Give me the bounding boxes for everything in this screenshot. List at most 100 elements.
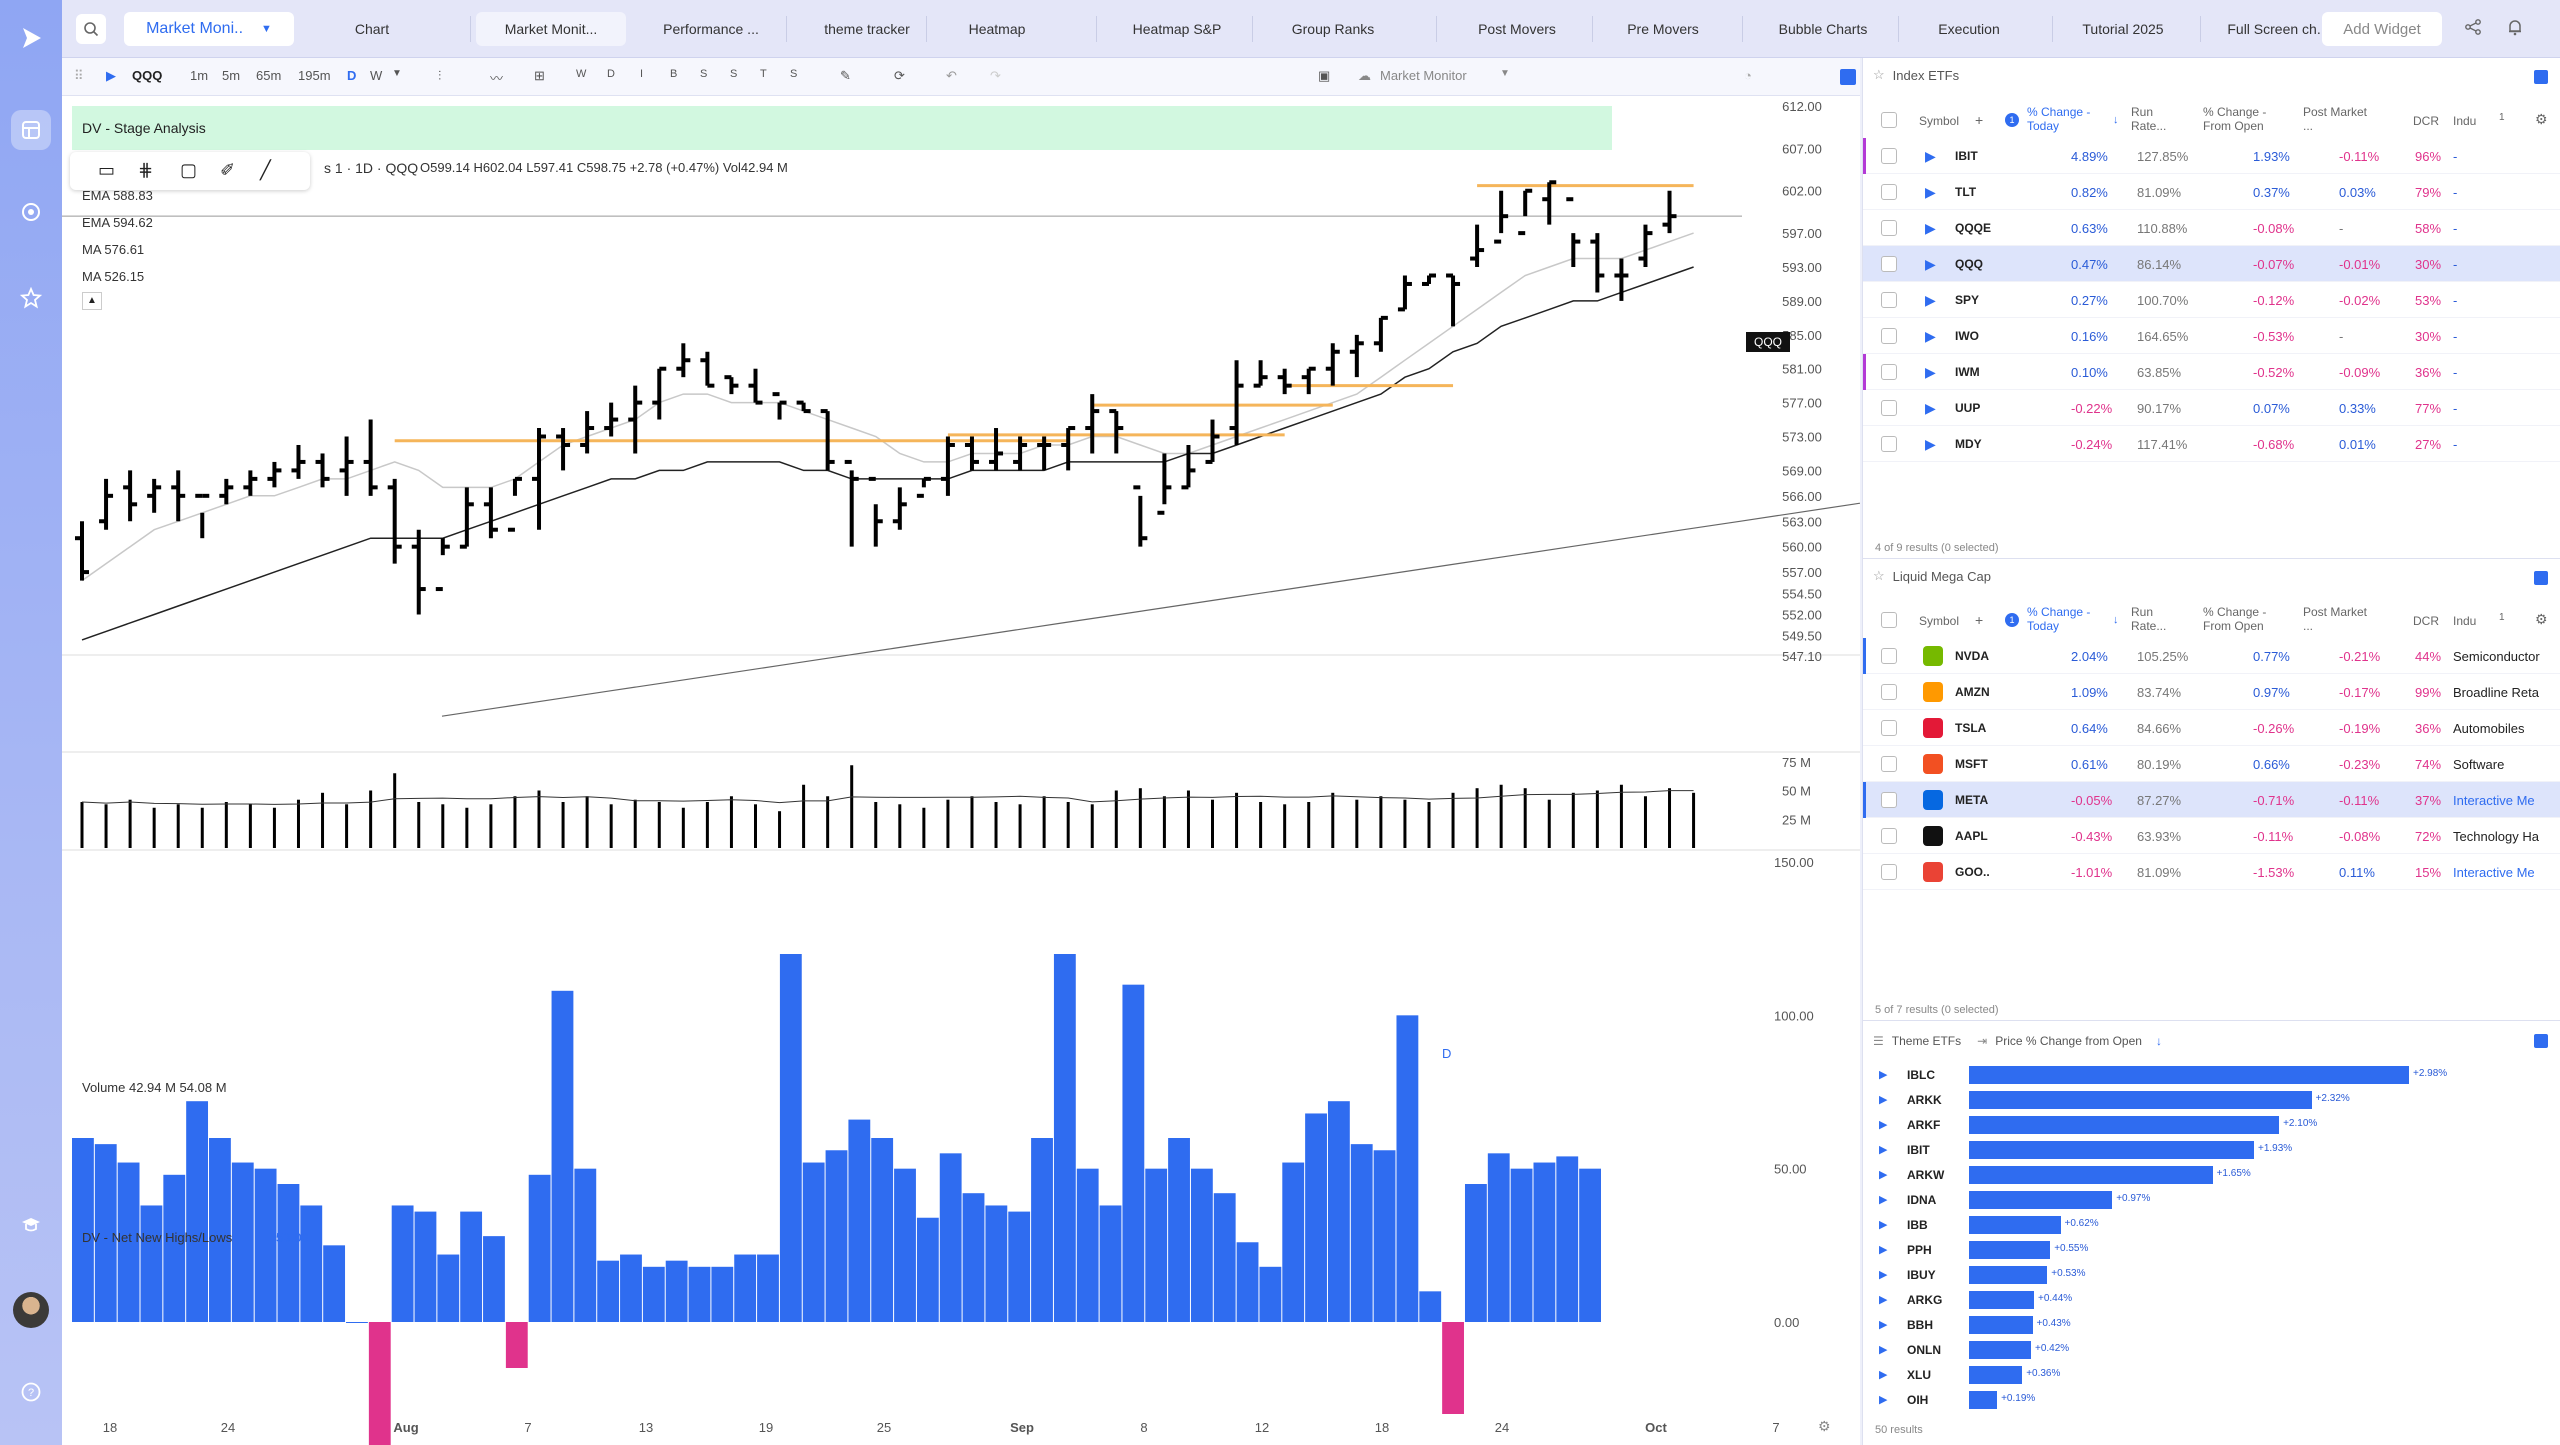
link-color-icon[interactable]	[2534, 571, 2548, 585]
select-all-checkbox[interactable]	[1881, 612, 1897, 628]
row-checkbox[interactable]	[1881, 256, 1897, 272]
table-row[interactable]: ▶ QQQ 0.47% 86.14% -0.07% -0.01% 30% -	[1863, 246, 2560, 282]
star-icon[interactable]: ☆	[1873, 67, 1885, 82]
sort-icon[interactable]: ⇥	[1977, 1034, 1988, 1048]
learn-icon[interactable]	[11, 1205, 51, 1245]
grid-icon[interactable]: ⊞	[534, 68, 545, 83]
table-row[interactable]: ▶ QQQE 0.63% 110.88% -0.08% -58% -	[1863, 210, 2560, 246]
line-chart-icon[interactable]: 〰	[490, 71, 504, 86]
tab-heatmap[interactable]: Heatmap	[932, 12, 1062, 46]
star-icon[interactable]	[11, 278, 51, 318]
menu-icon[interactable]: ☰	[1873, 1034, 1884, 1048]
theme-bar-row[interactable]: ▶ ARKF +2.10%	[1863, 1113, 2560, 1137]
settings-gear-icon[interactable]: ⚙	[1818, 1418, 1831, 1434]
table-row[interactable]: META -0.05% 87.27% -0.71% -0.11% 37% Interacti…	[1863, 782, 2560, 818]
table-row[interactable]: ▶ IWO 0.16% 164.65% -0.53% -30% -	[1863, 318, 2560, 354]
table-row[interactable]: AMZN 1.09% 83.74% 0.97% -0.17% 99% Broadline R…	[1863, 674, 2560, 710]
theme-etfs-metric[interactable]: Price % Change from Open	[1995, 1034, 2142, 1048]
logo-icon[interactable]	[11, 18, 51, 58]
tab-group-ranks[interactable]: Group Ranks	[1258, 12, 1408, 46]
row-checkbox[interactable]	[1881, 792, 1897, 808]
row-checkbox[interactable]	[1881, 364, 1897, 380]
row-checkbox[interactable]	[1881, 756, 1897, 772]
tab-bubble-charts[interactable]: Bubble Charts	[1748, 12, 1898, 46]
table-row[interactable]: ▶ SPY 0.27% 100.70% -0.12% -0.02% 53% -	[1863, 282, 2560, 318]
tab-chart[interactable]: Chart	[312, 12, 432, 46]
row-checkbox[interactable]	[1881, 292, 1897, 308]
layout-icon[interactable]: ▣	[1318, 68, 1331, 83]
price-chart-svg[interactable]: 612.00 607.00 602.00 597.00 593.00 589.00 585.…	[62, 96, 1860, 1445]
rectangle-tool-icon[interactable]: ▭	[98, 160, 116, 180]
brush-tool-icon[interactable]: ✐	[220, 160, 236, 180]
tab-market-monitor-selected[interactable]: Market Moni.. ▼	[124, 12, 294, 46]
sort-desc-icon[interactable]: ↓	[2155, 1034, 2162, 1048]
undo-icon[interactable]: ↶	[946, 68, 957, 83]
redo-icon[interactable]: ↷	[990, 68, 1001, 83]
chevron-down-icon[interactable]: ▼	[392, 68, 402, 79]
theme-bar-row[interactable]: ▶ OIH +0.19%	[1863, 1388, 2560, 1412]
fib-tool-icon[interactable]: ⋕	[138, 160, 154, 180]
theme-bar-row[interactable]: ▶ BBH +0.43%	[1863, 1313, 2560, 1337]
link-color-icon[interactable]	[1840, 69, 1856, 85]
row-checkbox[interactable]	[1881, 828, 1897, 844]
avatar[interactable]	[11, 1290, 51, 1330]
pencil-icon[interactable]: ✎	[840, 68, 851, 83]
tab-performance[interactable]: Performance ...	[636, 12, 786, 46]
table-row[interactable]: ▶ IBIT 4.89% 127.85% 1.93% -0.11% 96% -	[1863, 138, 2560, 174]
interval-5m[interactable]: 5m	[222, 68, 241, 83]
row-checkbox[interactable]	[1881, 720, 1897, 736]
star-icon[interactable]: ☆	[1873, 568, 1885, 583]
layout-name[interactable]: Market Monitor	[1380, 68, 1467, 83]
interval-1m[interactable]: 1m	[190, 68, 209, 83]
row-checkbox[interactable]	[1881, 436, 1897, 452]
link-color-icon[interactable]	[2534, 70, 2548, 84]
tab-post-movers[interactable]: Post Movers	[1442, 12, 1592, 46]
theme-bar-row[interactable]: ▶ ARKG +0.44%	[1863, 1288, 2560, 1312]
scanner-icon[interactable]	[11, 192, 51, 232]
interval-195m[interactable]: 195m	[298, 68, 331, 83]
table-row[interactable]: NVDA 2.04% 105.25% 0.77% -0.21% 44% Semiconduc…	[1863, 638, 2560, 674]
row-checkbox[interactable]	[1881, 648, 1897, 664]
theme-bar-row[interactable]: ▶ IBUY +0.53%	[1863, 1263, 2560, 1287]
row-checkbox[interactable]	[1881, 400, 1897, 416]
theme-bar-row[interactable]: ▶ XLU +0.36%	[1863, 1363, 2560, 1387]
table-row[interactable]: AAPL -0.43% 63.93% -0.11% -0.08% 72% Technolog…	[1863, 818, 2560, 854]
share-icon[interactable]	[2464, 18, 2482, 41]
letter-s-3[interactable]: S	[790, 68, 798, 80]
tab-execution[interactable]: Execution	[1904, 12, 2034, 46]
collapse-legend-button[interactable]: ▲	[82, 292, 102, 310]
row-checkbox[interactable]	[1881, 220, 1897, 236]
table-row[interactable]: MSFT 0.61% 80.19% 0.66% -0.23% 74% Software	[1863, 746, 2560, 782]
interval-65m[interactable]: 65m	[256, 68, 282, 83]
comment-tool-icon[interactable]: ▢	[180, 160, 198, 180]
tab-market-monitor-2[interactable]: Market Monit...	[476, 12, 626, 46]
theme-bar-row[interactable]: ▶ IBIT +1.93%	[1863, 1138, 2560, 1162]
play-icon[interactable]: ▶	[106, 68, 116, 83]
table-row[interactable]: TSLA 0.64% 84.66% -0.26% -0.19% 36% Automobile…	[1863, 710, 2560, 746]
letter-i[interactable]: I	[640, 68, 644, 80]
search-icon[interactable]	[76, 14, 106, 44]
link-color-icon[interactable]	[2534, 1034, 2548, 1048]
tab-theme-tracker[interactable]: theme tracker	[792, 12, 942, 46]
add-widget-button[interactable]: Add Widget	[2322, 12, 2442, 46]
tab-heatmap-sp[interactable]: Heatmap S&P	[1102, 12, 1252, 46]
letter-t[interactable]: T	[760, 68, 767, 80]
tab-full-screen[interactable]: Full Screen ch..	[2206, 12, 2346, 46]
drag-handle-icon[interactable]: ⠿	[74, 68, 84, 83]
table-row[interactable]: ▶ UUP -0.22% 90.17% 0.07% 0.33% 77% -	[1863, 390, 2560, 426]
letter-w[interactable]: W	[576, 68, 587, 80]
letter-s[interactable]: S	[700, 68, 708, 80]
letter-b[interactable]: B	[670, 68, 678, 80]
theme-bar-row[interactable]: ▶ IBLC +2.98%	[1863, 1063, 2560, 1087]
theme-bar-row[interactable]: ▶ ONLN +0.42%	[1863, 1338, 2560, 1362]
dashboard-icon[interactable]	[11, 110, 51, 150]
theme-bar-row[interactable]: ▶ ARKW +1.65%	[1863, 1163, 2560, 1187]
indicators-icon[interactable]: ⫶	[438, 68, 442, 83]
theme-bar-row[interactable]: ▶ IBB +0.62%	[1863, 1213, 2560, 1237]
tab-tutorial-2025[interactable]: Tutorial 2025	[2058, 12, 2188, 46]
table-row[interactable]: ▶ IWM 0.10% 63.85% -0.52% -0.09% 36% -	[1863, 354, 2560, 390]
tab-pre-movers[interactable]: Pre Movers	[1598, 12, 1728, 46]
bell-icon[interactable]	[2506, 18, 2524, 41]
letter-s-2[interactable]: S	[730, 68, 738, 80]
chevron-down-icon[interactable]: ▼	[1500, 68, 1510, 79]
